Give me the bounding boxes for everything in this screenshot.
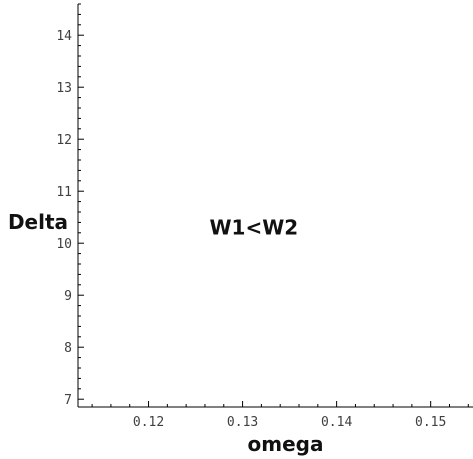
y-tick-label: 7: [64, 393, 72, 408]
x-tick-label: 0.12: [133, 415, 164, 430]
y-tick-label: 8: [64, 341, 72, 356]
tick-labels: 7 8 9 10 11 12 13 14 0.12 0.13 0.14 0.15: [56, 29, 446, 430]
axes: [77, 4, 473, 408]
x-tick-label: 0.14: [321, 415, 352, 430]
y-axis-title: Delta: [8, 210, 68, 234]
y-tick-label: 14: [56, 29, 72, 44]
ticks: [78, 3, 469, 407]
y-tick-label: 13: [56, 81, 72, 96]
y-tick-label: 12: [56, 133, 72, 148]
annotation-label: W1<W2: [210, 216, 299, 240]
y-tick-label: 11: [56, 185, 72, 200]
y-tick-label: 10: [56, 237, 72, 252]
x-tick-label: 0.13: [227, 415, 258, 430]
x-tick-label: 0.15: [415, 415, 446, 430]
y-tick-label: 9: [64, 289, 72, 304]
x-axis-title: omega: [248, 432, 324, 456]
